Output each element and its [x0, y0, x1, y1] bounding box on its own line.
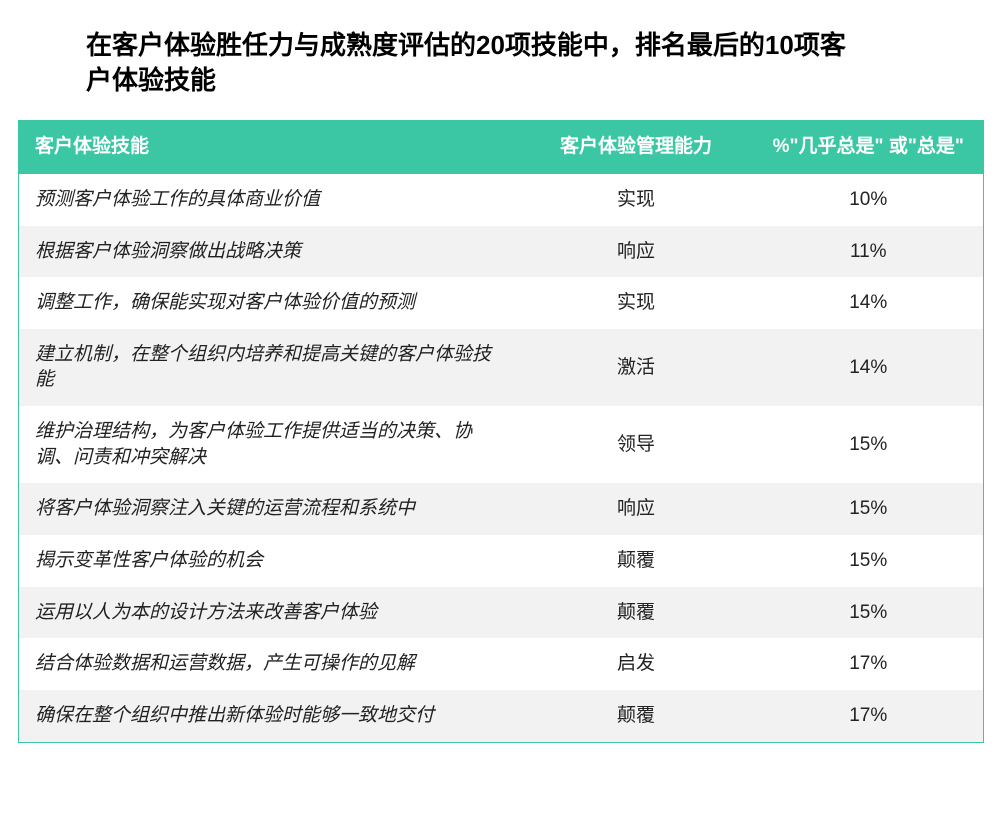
- cell-ability: 颠覆: [519, 690, 754, 742]
- cell-skill: 维护治理结构，为客户体验工作提供适当的决策、协调、问责和冲突解决: [19, 406, 519, 483]
- table-row: 将客户体验洞察注入关键的运营流程和系统中 响应 15%: [19, 483, 984, 535]
- cell-ability: 响应: [519, 483, 754, 535]
- cell-skill: 揭示变革性客户体验的机会: [19, 535, 519, 587]
- cell-ability: 颠覆: [519, 587, 754, 639]
- cell-skill: 建立机制，在整个组织内培养和提高关键的客户体验技能: [19, 329, 519, 406]
- table-row: 确保在整个组织中推出新体验时能够一致地交付 颠覆 17%: [19, 690, 984, 742]
- cell-skill: 确保在整个组织中推出新体验时能够一致地交付: [19, 690, 519, 742]
- cell-ability: 实现: [519, 174, 754, 226]
- col-header-ability: 客户体验管理能力: [519, 121, 754, 174]
- table-row: 揭示变革性客户体验的机会 颠覆 15%: [19, 535, 984, 587]
- cell-ability: 激活: [519, 329, 754, 406]
- table-row: 运用以人为本的设计方法来改善客户体验 颠覆 15%: [19, 587, 984, 639]
- cell-percent: 15%: [754, 483, 984, 535]
- cell-percent: 17%: [754, 638, 984, 690]
- table-row: 调整工作，确保能实现对客户体验价值的预测 实现 14%: [19, 277, 984, 329]
- table-row: 维护治理结构，为客户体验工作提供适当的决策、协调、问责和冲突解决 领导 15%: [19, 406, 984, 483]
- cell-percent: 17%: [754, 690, 984, 742]
- cell-percent: 14%: [754, 277, 984, 329]
- cell-percent: 15%: [754, 535, 984, 587]
- cell-ability: 响应: [519, 226, 754, 278]
- cell-ability: 启发: [519, 638, 754, 690]
- table-row: 建立机制，在整个组织内培养和提高关键的客户体验技能 激活 14%: [19, 329, 984, 406]
- table-body: 预测客户体验工作的具体商业价值 实现 10% 根据客户体验洞察做出战略决策 响应…: [19, 174, 984, 742]
- table-row: 根据客户体验洞察做出战略决策 响应 11%: [19, 226, 984, 278]
- cell-skill: 调整工作，确保能实现对客户体验价值的预测: [19, 277, 519, 329]
- cell-ability: 领导: [519, 406, 754, 483]
- cell-ability: 实现: [519, 277, 754, 329]
- cx-skills-table: 客户体验技能 客户体验管理能力 %"几乎总是" 或"总是" 预测客户体验工作的具…: [18, 120, 984, 742]
- cell-percent: 11%: [754, 226, 984, 278]
- cell-percent: 15%: [754, 587, 984, 639]
- table-row: 预测客户体验工作的具体商业价值 实现 10%: [19, 174, 984, 226]
- cell-skill: 结合体验数据和运营数据，产生可操作的见解: [19, 638, 519, 690]
- cell-skill: 将客户体验洞察注入关键的运营流程和系统中: [19, 483, 519, 535]
- cell-percent: 10%: [754, 174, 984, 226]
- cell-percent: 15%: [754, 406, 984, 483]
- cell-ability: 颠覆: [519, 535, 754, 587]
- page-title: 在客户体验胜任力与成熟度评估的20项技能中，排名最后的10项客户体验技能: [86, 28, 846, 98]
- col-header-percent: %"几乎总是" 或"总是": [754, 121, 984, 174]
- cell-skill: 预测客户体验工作的具体商业价值: [19, 174, 519, 226]
- table-header-row: 客户体验技能 客户体验管理能力 %"几乎总是" 或"总是": [19, 121, 984, 174]
- cell-skill: 运用以人为本的设计方法来改善客户体验: [19, 587, 519, 639]
- cell-skill: 根据客户体验洞察做出战略决策: [19, 226, 519, 278]
- table-row: 结合体验数据和运营数据，产生可操作的见解 启发 17%: [19, 638, 984, 690]
- cell-percent: 14%: [754, 329, 984, 406]
- col-header-skill: 客户体验技能: [19, 121, 519, 174]
